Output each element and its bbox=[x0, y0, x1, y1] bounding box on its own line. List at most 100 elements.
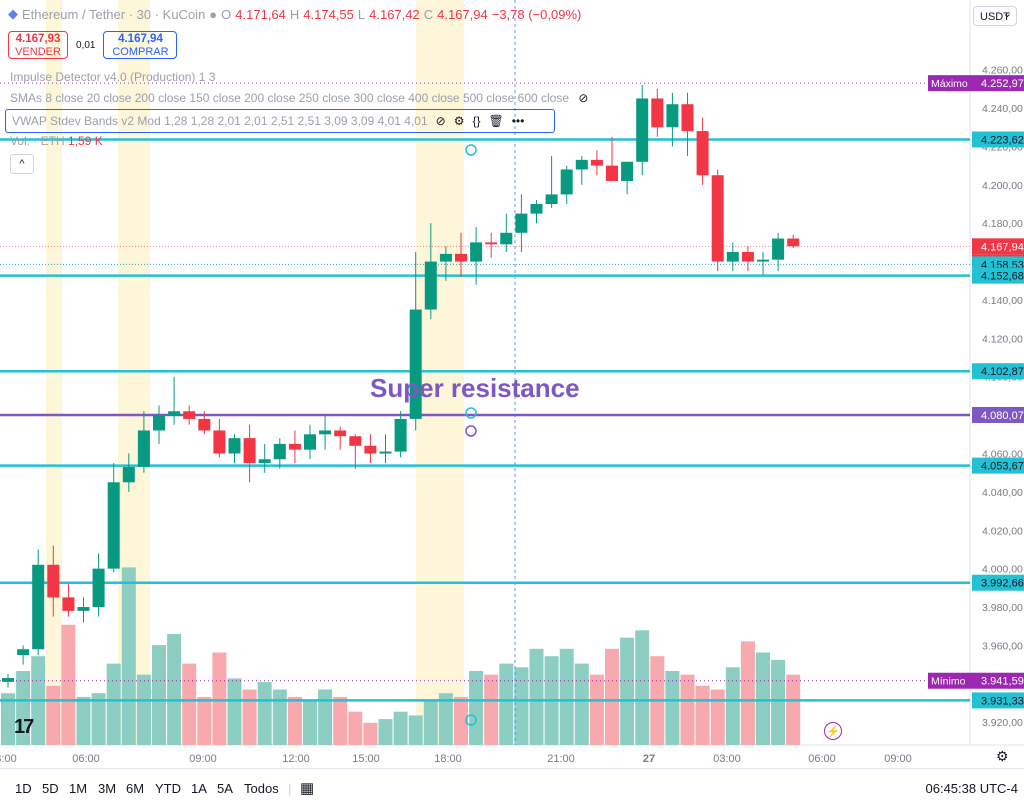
range-5a[interactable]: 5A bbox=[217, 781, 233, 796]
range-ytd[interactable]: YTD bbox=[155, 781, 181, 796]
price-tag-label: 3.931,33 bbox=[981, 695, 1024, 707]
range-1m[interactable]: 1M bbox=[69, 781, 88, 796]
volume-bar bbox=[605, 648, 619, 745]
chart-settings-icon[interactable]: ⚙ bbox=[996, 748, 1009, 764]
volume-bar bbox=[514, 667, 529, 745]
range-1a[interactable]: 1A bbox=[191, 781, 207, 796]
volume-bar bbox=[786, 674, 801, 745]
candle-body bbox=[439, 253, 452, 262]
price-tag-label: 4.252,97 bbox=[981, 78, 1024, 90]
price-tag bbox=[972, 363, 1024, 380]
indicator-smas[interactable]: SMAs 8 close 20 close 200 close 150 clos… bbox=[10, 91, 588, 105]
candle-body bbox=[560, 169, 573, 195]
open-label: O bbox=[221, 6, 232, 22]
volume-bar bbox=[287, 696, 302, 745]
volume-bar bbox=[423, 700, 438, 745]
candle-body bbox=[137, 430, 150, 467]
volume-bar bbox=[106, 663, 121, 745]
alert-clock-icon bbox=[465, 144, 477, 156]
range-6m[interactable]: 6M bbox=[126, 781, 145, 796]
volume-bar bbox=[620, 637, 635, 745]
buy-button[interactable]: 4.167,94 COMPRAR bbox=[103, 31, 178, 59]
indicator-impulse[interactable]: Impulse Detector v4.0 (Production) 1 3 bbox=[10, 70, 216, 84]
price-tick-label: 4.180,00 bbox=[982, 218, 1023, 230]
tradingview-logo-icon[interactable]: 17 bbox=[14, 716, 34, 738]
indicator-vwap[interactable]: VWAP Stdev Bands v2 Mod 1,28 1,28 2,01 2… bbox=[5, 109, 555, 133]
candle-body bbox=[228, 438, 241, 454]
price-tick-label: 4.140,00 bbox=[982, 295, 1023, 307]
market-status-dot-icon: ● bbox=[209, 6, 218, 22]
time-tick-label: 3:00 bbox=[0, 753, 17, 765]
price-tag bbox=[972, 574, 1024, 591]
volume-bar bbox=[363, 722, 378, 745]
volume-bar bbox=[91, 693, 106, 745]
volume-bar bbox=[182, 663, 197, 745]
price-tag-label: 4.152,68 bbox=[981, 271, 1024, 283]
range-3m[interactable]: 3M bbox=[98, 781, 117, 796]
volume-bar bbox=[61, 624, 76, 745]
price-tag-label: 3.941,59 bbox=[981, 676, 1024, 688]
volume-bar bbox=[740, 641, 755, 745]
price-chart[interactable]: Super resistance4.260,004.240,004.220,00… bbox=[0, 0, 1024, 768]
alert-clock-icon bbox=[465, 407, 477, 419]
volume-bar bbox=[756, 652, 770, 745]
calendar-icon[interactable]: ▦ bbox=[300, 780, 315, 797]
candle-body bbox=[153, 415, 165, 431]
range-5d[interactable]: 5D bbox=[42, 781, 59, 796]
currency-select[interactable]: USDT bbox=[973, 4, 1017, 26]
volume-bar bbox=[227, 678, 242, 745]
indicator-vwap-label: VWAP Stdev Bands v2 Mod 1,28 1,28 2,01 2… bbox=[12, 114, 428, 128]
price-tag bbox=[972, 457, 1024, 474]
alert-clock-icon bbox=[465, 714, 477, 726]
range-todos[interactable]: Todos bbox=[244, 781, 279, 796]
volume-bar bbox=[303, 700, 317, 745]
volume-bar bbox=[635, 630, 650, 745]
candle-body bbox=[47, 564, 60, 598]
volume-bar bbox=[212, 652, 227, 745]
volume-bar bbox=[710, 689, 725, 745]
collapse-indicators-button[interactable]: ^ bbox=[10, 154, 34, 174]
open-value: 4.171,64 bbox=[235, 6, 286, 22]
volume-bar bbox=[152, 645, 166, 745]
symbol-header: ◆ Ethereum / Tether · 30 · KuCoin ● O 4.1… bbox=[8, 6, 581, 22]
clock[interactable]: 06:45:38 UTC-4 bbox=[925, 781, 1019, 796]
source-code-icon[interactable]: {} bbox=[472, 114, 481, 128]
volume-bar bbox=[378, 719, 393, 745]
candle-body bbox=[787, 238, 800, 247]
time-tick-label: 06:00 bbox=[72, 753, 100, 765]
volume-bar bbox=[46, 685, 61, 745]
price-tick-label: 4.040,00 bbox=[982, 487, 1023, 499]
settings-icon[interactable]: ⚙ bbox=[453, 114, 465, 128]
candle-body bbox=[304, 434, 316, 450]
change-value: −3,78 (−0,09%) bbox=[491, 6, 582, 22]
buy-label: COMPRAR bbox=[112, 46, 169, 58]
price-tick-label: 4.020,00 bbox=[982, 525, 1023, 537]
price-tag-label: 3.992,66 bbox=[981, 578, 1024, 590]
indicator-volume[interactable]: Vol. · ETH 1,59 K bbox=[10, 134, 103, 148]
price-tag bbox=[972, 238, 1024, 255]
price-tag-name bbox=[928, 672, 972, 689]
symbol-name[interactable]: Ethereum / Tether · 30 · KuCoin bbox=[22, 6, 206, 22]
more-icon[interactable]: ••• bbox=[511, 114, 525, 128]
super-resistance-label: Super resistance bbox=[370, 373, 580, 403]
hidden-eye-icon[interactable]: ⊘ bbox=[578, 91, 589, 105]
sell-button[interactable]: 4.167,93 VENDER bbox=[8, 31, 68, 59]
volume-bar bbox=[408, 715, 423, 745]
candle-body bbox=[364, 445, 377, 454]
session-band bbox=[416, 0, 464, 745]
candle-body bbox=[243, 438, 256, 464]
price-tick-label: 4.260,00 bbox=[982, 65, 1023, 77]
candle-body bbox=[545, 194, 558, 205]
time-tick-label: 21:00 bbox=[547, 753, 575, 765]
volume-bar bbox=[574, 663, 589, 745]
high-value: 4.174,55 bbox=[303, 6, 354, 22]
volume-bar bbox=[771, 659, 786, 745]
lightning-icon[interactable]: ⚡ bbox=[824, 722, 842, 740]
range-1d[interactable]: 1D bbox=[15, 781, 32, 796]
price-tick-label: 4.240,00 bbox=[982, 103, 1023, 115]
close-value: 4.167,94 bbox=[437, 6, 488, 22]
buy-price: 4.167,94 bbox=[118, 33, 163, 45]
time-tick-label: 12:00 bbox=[282, 753, 310, 765]
delete-icon[interactable]: 🗑 bbox=[488, 114, 504, 128]
hide-eye-icon[interactable]: ⊘ bbox=[435, 114, 446, 128]
